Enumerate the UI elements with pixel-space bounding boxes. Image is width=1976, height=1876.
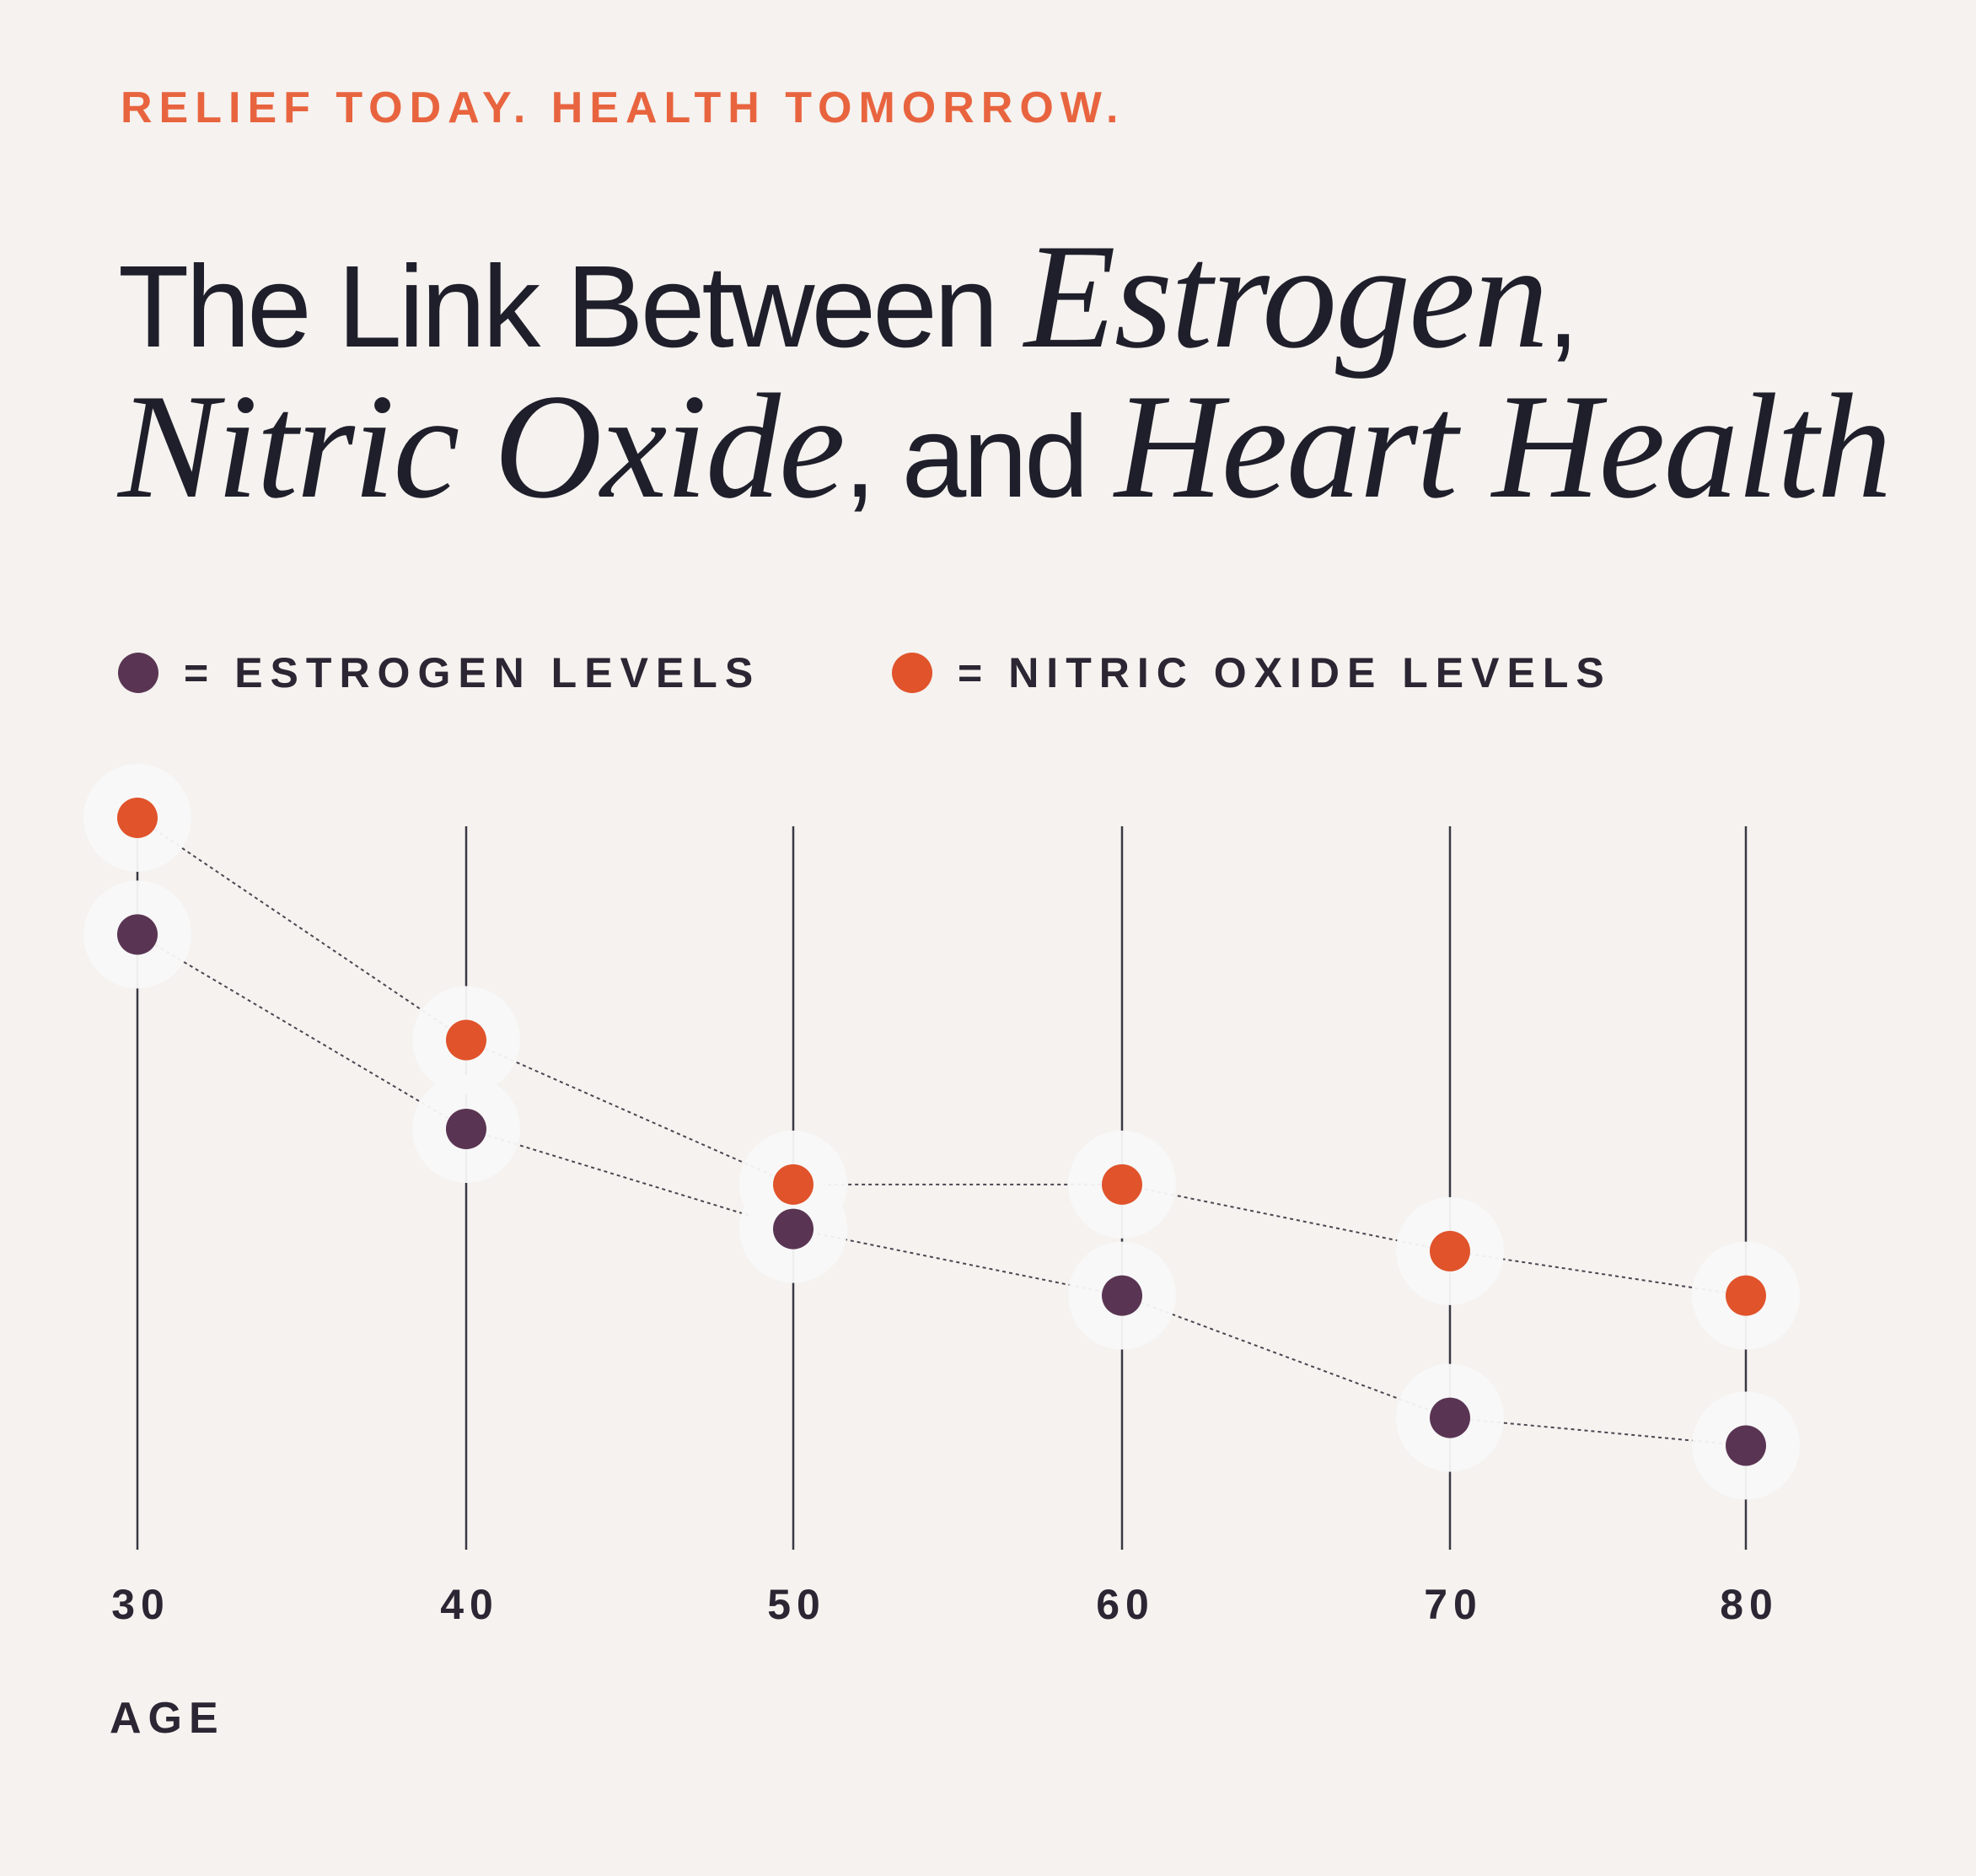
series-line-estrogen	[137, 933, 1747, 1447]
eyebrow-tagline: RELIEF TODAY. HEALTH TOMORROW.	[121, 83, 1125, 132]
data-point-estrogen: ESTROGEN LEVELS @ 80: 43.5	[1726, 1425, 1766, 1466]
legend-equals: =	[184, 649, 217, 696]
legend-label-estrogen: ESTROGEN LEVELS	[234, 649, 761, 696]
legend-label-nitric-oxide: NITRIC OXIDE LEVELS	[1008, 649, 1612, 696]
data-point-nitric-oxide: NITRIC OXIDE LEVELS @ 80: 57	[1726, 1275, 1766, 1316]
title-line-1: The Link Between Estrogen,	[118, 221, 1930, 372]
data-point-estrogen: ESTROGEN LEVELS @ 50: 63	[773, 1208, 813, 1250]
x-tick-label: 80	[1720, 1581, 1779, 1628]
data-point-nitric-oxide: NITRIC OXIDE LEVELS @ 30: 100	[117, 798, 158, 838]
x-axis-title: AGE	[110, 1694, 225, 1743]
data-point-estrogen: ESTROGEN LEVELS @ 60: 57	[1102, 1275, 1142, 1316]
data-point-nitric-oxide: NITRIC OXIDE LEVELS @ 50: 67	[773, 1164, 813, 1205]
data-point-estrogen: ESTROGEN LEVELS @ 30: 89.5	[117, 914, 158, 955]
x-tick-label: 70	[1424, 1581, 1483, 1628]
x-tick-label: 50	[767, 1581, 826, 1628]
title-emphasis-nitric-oxide: Nitric Oxide	[118, 363, 846, 529]
series-line-nitric-oxide	[137, 817, 1747, 1297]
estrogen-dot-icon	[118, 653, 158, 693]
title-comma: ,	[843, 392, 876, 522]
data-point-estrogen: ESTROGEN LEVELS @ 40: 72	[446, 1108, 486, 1149]
title-text: The Link Between	[118, 242, 1025, 372]
page-title: The Link Between Estrogen, Nitric Oxide,…	[118, 221, 1930, 522]
title-emphasis-heart-health: Heart Health	[1114, 363, 1892, 529]
x-tick-label: 40	[440, 1581, 499, 1628]
title-emphasis-estrogen: Estrogen	[1024, 212, 1549, 379]
data-point-nitric-oxide: NITRIC OXIDE LEVELS @ 60: 67	[1102, 1164, 1142, 1205]
title-text: and	[873, 392, 1115, 522]
legend-item-estrogen: = ESTROGEN LEVELS	[118, 648, 760, 698]
x-tick-label: 30	[111, 1581, 170, 1628]
legend-equals: =	[958, 649, 991, 696]
data-point-nitric-oxide: NITRIC OXIDE LEVELS @ 70: 61	[1430, 1230, 1470, 1271]
data-point-estrogen: ESTROGEN LEVELS @ 70: 46	[1430, 1397, 1470, 1438]
title-comma: ,	[1547, 242, 1579, 372]
x-tick-label: 60	[1096, 1581, 1155, 1628]
data-point-nitric-oxide: NITRIC OXIDE LEVELS @ 40: 80	[446, 1019, 486, 1061]
title-line-2: Nitric Oxide, and Heart Health	[118, 371, 1930, 522]
legend-item-nitric-oxide: = NITRIC OXIDE LEVELS	[892, 648, 1612, 698]
nitric-oxide-dot-icon	[892, 653, 932, 693]
